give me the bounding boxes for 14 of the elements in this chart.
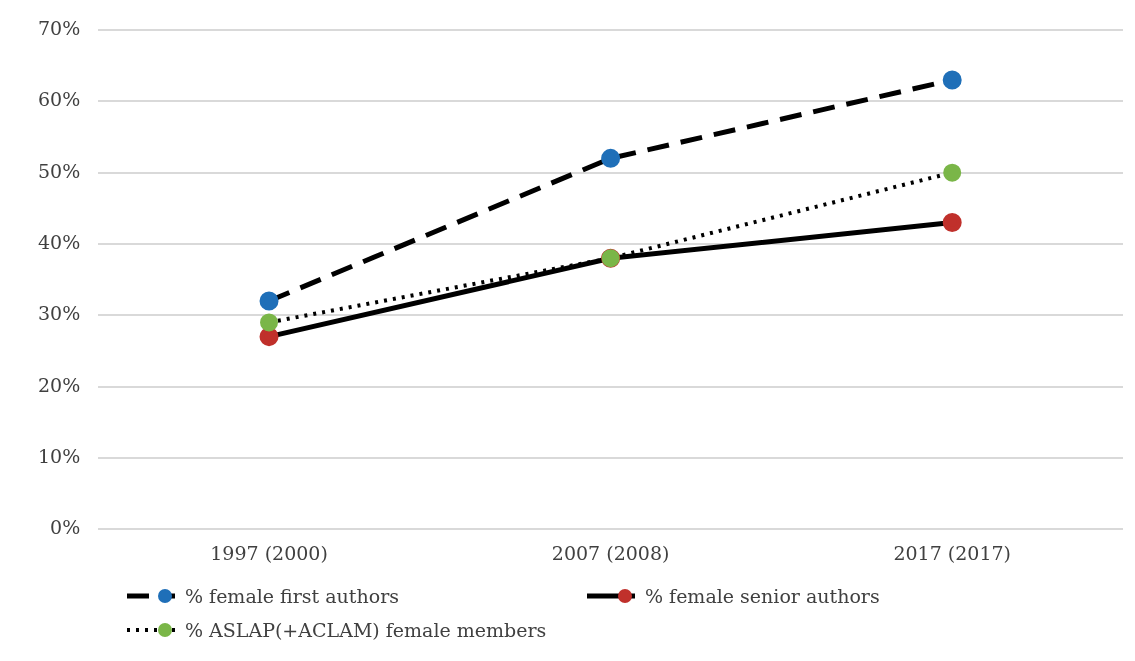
x-tick-label: 1997 (2000) [210, 541, 328, 564]
x-tick-label: 2007 (2008) [551, 541, 670, 564]
y-tick-label: 30% [38, 302, 81, 325]
y-tick-label: 40% [38, 230, 81, 253]
y-tick-label: 60% [38, 88, 81, 111]
y-tick-label: 50% [38, 159, 81, 182]
legend-label: % ASLAP(+ACLAM) female members [185, 619, 547, 641]
y-tick-label: 20% [38, 373, 81, 396]
legend-label: % female senior authors [645, 585, 880, 607]
y-tick-label: 70% [38, 16, 81, 39]
legend-label: % female first authors [185, 585, 399, 607]
y-tick-label: 10% [38, 444, 81, 467]
x-tick-label: 2017 (2017) [893, 541, 1011, 564]
y-tick-label: 0% [50, 516, 81, 539]
